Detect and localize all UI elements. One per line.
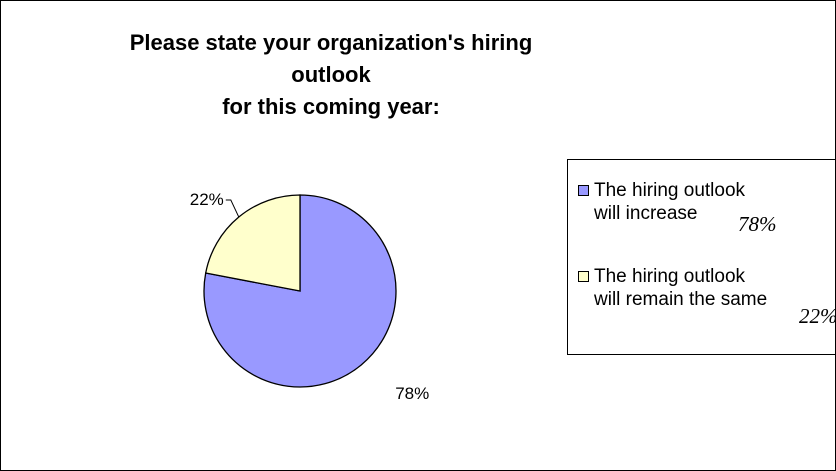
legend-label-line: will increase: [594, 203, 698, 224]
chart-title-line-2: for this coming year:: [222, 94, 440, 119]
legend-swatch-increase: [578, 185, 589, 196]
pie-leader-line-1: [225, 199, 240, 218]
legend-label-same: The hiring outlook will remain the same: [594, 265, 767, 311]
legend-value-increase: 78%: [738, 212, 777, 236]
pie-data-label-0: 78%: [395, 384, 429, 403]
legend: The hiring outlook will increase 78% The…: [567, 159, 836, 355]
legend-label-line: The hiring outlook: [594, 180, 746, 201]
legend-swatch-same: [578, 271, 589, 282]
legend-label-line: will remain the same: [594, 289, 768, 310]
chart-title-line-1: Please state your organization's hiring …: [129, 30, 533, 87]
legend-label-increase: The hiring outlook will increase: [594, 179, 745, 225]
pie-slice-0: [203, 194, 397, 388]
pie-slice-1: [204, 194, 301, 292]
pie-data-label-1: 22%: [190, 190, 224, 209]
legend-label-line: The hiring outlook: [594, 266, 746, 287]
chart-title: Please state your organization's hiring …: [91, 27, 571, 123]
legend-value-same: 22%: [799, 304, 836, 328]
